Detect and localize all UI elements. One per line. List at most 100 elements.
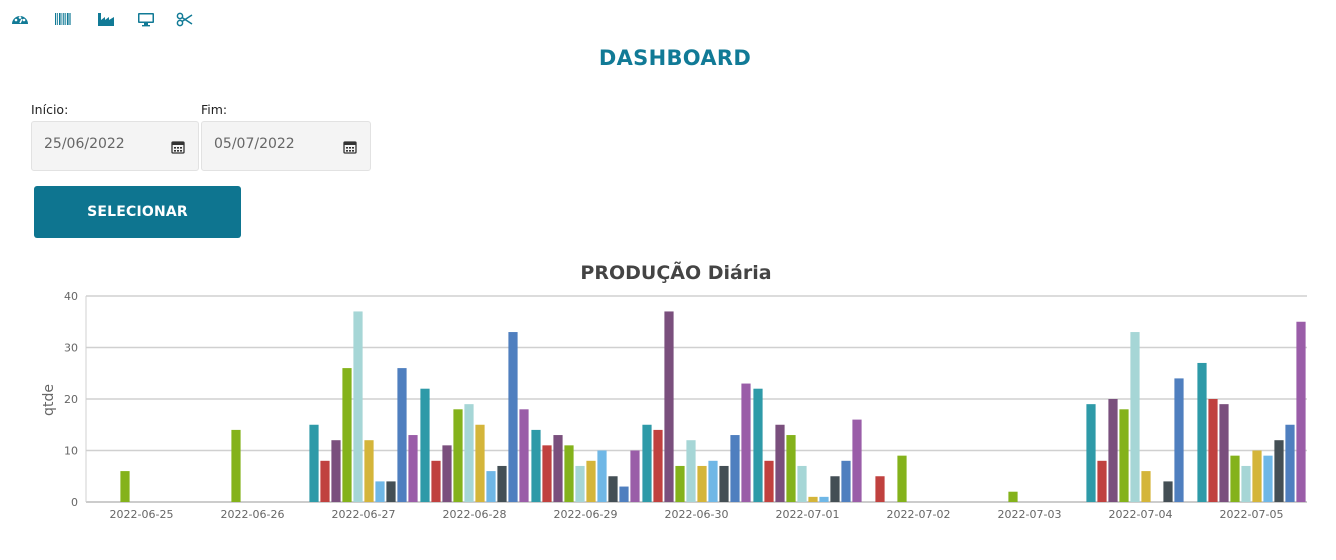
end-date-field[interactable] <box>201 121 371 171</box>
bar <box>875 476 885 502</box>
x-tick-label: 2022-07-05 <box>1220 508 1284 521</box>
y-tick-label: 20 <box>64 393 78 406</box>
y-tick-label: 0 <box>71 496 78 509</box>
bar <box>1097 460 1107 502</box>
scissors-icon[interactable] <box>175 9 195 29</box>
bar <box>1296 321 1306 502</box>
y-tick-label: 10 <box>64 445 78 458</box>
bar <box>608 476 618 502</box>
grid <box>85 295 1307 503</box>
bar <box>1208 399 1218 502</box>
bar <box>497 465 507 502</box>
tick-labels: 0 10 20 30 40 2022-06-25 2022-06-26 2022-06-27 2… <box>64 290 1283 521</box>
bar <box>719 465 729 502</box>
bar <box>1274 440 1284 502</box>
barcode-icon[interactable] <box>53 9 73 29</box>
bar <box>408 435 418 502</box>
bar <box>397 368 407 502</box>
bar <box>342 368 352 502</box>
bar <box>730 435 740 502</box>
bar <box>675 465 685 502</box>
start-date-label: Início: <box>31 102 69 117</box>
x-tick-label: 2022-07-04 <box>1109 508 1173 521</box>
bar <box>475 424 485 502</box>
bar <box>1285 424 1295 502</box>
y-tick-label: 40 <box>64 290 78 303</box>
bar <box>841 460 851 502</box>
bar <box>653 429 663 502</box>
y-tick-label: 30 <box>64 342 78 355</box>
monitor-icon[interactable] <box>136 9 156 29</box>
x-tick-label: 2022-06-26 <box>221 508 285 521</box>
bar <box>464 404 474 502</box>
bar <box>1141 471 1151 502</box>
x-tick-label: 2022-07-02 <box>887 508 951 521</box>
calendar-icon[interactable] <box>343 140 357 154</box>
bar <box>764 460 774 502</box>
bar <box>697 465 707 502</box>
x-tick-label: 2022-06-29 <box>554 508 618 521</box>
chart-title: PRODUÇÃO Diária <box>580 260 771 284</box>
x-tick-label: 2022-06-25 <box>110 508 174 521</box>
x-tick-label: 2022-06-27 <box>332 508 396 521</box>
bar <box>1163 481 1173 502</box>
bar <box>1130 332 1140 502</box>
bar <box>375 481 385 502</box>
bar <box>852 419 862 502</box>
bar <box>231 429 241 502</box>
bar <box>386 481 396 502</box>
bar <box>1086 404 1096 502</box>
bar <box>353 311 363 502</box>
start-date-field[interactable] <box>31 121 199 171</box>
factory-icon[interactable] <box>96 9 116 29</box>
bar <box>1108 399 1118 502</box>
x-tick-label: 2022-07-03 <box>998 508 1062 521</box>
top-nav <box>0 0 1336 36</box>
end-date-label: Fim: <box>201 102 228 117</box>
bar <box>775 424 785 502</box>
bar <box>686 440 696 502</box>
bar <box>708 460 718 502</box>
bar <box>630 450 640 502</box>
bar <box>575 465 585 502</box>
production-chart: PRODUÇÃO Diária qtde 0 10 20 30 40 2022-06-25… <box>41 260 1307 521</box>
bar <box>508 332 518 502</box>
bar <box>619 486 629 502</box>
bar <box>442 445 452 502</box>
bar <box>753 388 763 502</box>
dashboard-icon[interactable] <box>10 9 30 29</box>
bar <box>1174 378 1184 502</box>
bar <box>531 429 541 502</box>
bar <box>1241 465 1251 502</box>
bar <box>1230 455 1240 502</box>
bar <box>1008 491 1018 502</box>
bar <box>420 388 430 502</box>
bar <box>897 455 907 502</box>
bar <box>830 476 840 502</box>
bar <box>642 424 652 502</box>
bar <box>320 460 330 502</box>
bar <box>1197 362 1207 502</box>
bars <box>120 311 1306 502</box>
bar <box>431 460 441 502</box>
bar <box>453 409 463 502</box>
bar <box>486 471 496 502</box>
select-button[interactable]: SELECIONAR <box>34 186 241 238</box>
start-date-input[interactable] <box>44 136 164 152</box>
bar <box>364 440 374 502</box>
bar <box>741 383 751 502</box>
page-title: DASHBOARD <box>598 46 752 70</box>
bar <box>797 465 807 502</box>
bar <box>519 409 529 502</box>
bar <box>120 471 130 502</box>
bar <box>819 496 829 502</box>
y-axis-label: qtde <box>41 384 57 416</box>
bar <box>597 450 607 502</box>
bar <box>1263 455 1273 502</box>
calendar-icon[interactable] <box>171 140 185 154</box>
end-date-input[interactable] <box>214 136 334 152</box>
bar <box>586 460 596 502</box>
bar <box>542 445 552 502</box>
x-tick-label: 2022-07-01 <box>776 508 840 521</box>
bar <box>1252 450 1262 502</box>
